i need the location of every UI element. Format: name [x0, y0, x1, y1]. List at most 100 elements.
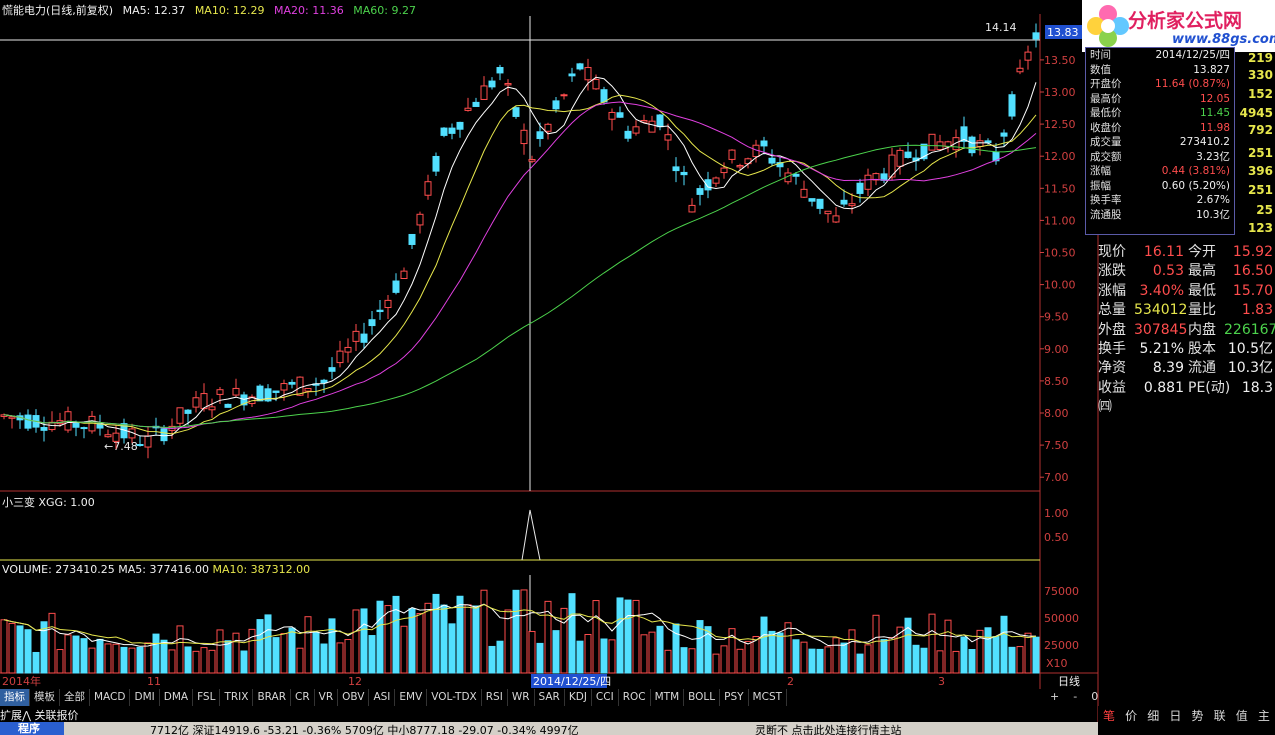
volume-bar	[400, 625, 408, 674]
info-key: 开盘价	[1090, 78, 1122, 90]
tab-boll[interactable]: BOLL	[684, 689, 721, 706]
start-button[interactable]: 程序	[0, 722, 64, 735]
tab-指标[interactable]: 指标	[0, 689, 30, 706]
taskbar: 7712亿 深证14919.6 -53.21 -0.36% 5709亿 中小87…	[0, 722, 1098, 735]
volume-bar	[296, 647, 304, 674]
tab-psy[interactable]: PSY	[720, 689, 749, 706]
candle-body	[856, 182, 864, 194]
volume-bar	[136, 646, 144, 674]
right-tab[interactable]: 联	[1213, 709, 1226, 723]
candle-body	[432, 155, 440, 172]
taskbar-news[interactable]: 灵断不 点击此处连接行情主站	[755, 724, 902, 735]
volume-bar	[712, 653, 720, 674]
quote-cell: 307845	[1134, 321, 1188, 338]
quote-row: 总量 534012 量比 1.83	[1098, 301, 1275, 320]
volume-bar	[736, 648, 744, 674]
volume-bar	[72, 635, 80, 674]
right-edge-number: 251	[1248, 146, 1273, 160]
info-row: 数值 13.827	[1086, 63, 1234, 78]
right-tab[interactable]: 势	[1191, 709, 1204, 723]
candle-body	[680, 171, 688, 176]
tab-rsi[interactable]: RSI	[482, 689, 508, 706]
right-tab[interactable]: 笔	[1103, 709, 1116, 723]
volume-bar	[824, 646, 832, 674]
volume-bar	[24, 629, 32, 674]
tab-obv[interactable]: OBV	[338, 689, 370, 706]
volume-bar	[64, 634, 72, 674]
volume-bar	[88, 647, 96, 674]
right-tab[interactable]: 日	[1169, 709, 1182, 723]
candle-body	[392, 280, 400, 293]
volume-bar	[96, 638, 104, 674]
tab-sar[interactable]: SAR	[535, 689, 565, 706]
volume-title: VOLUME: 273410.25	[2, 563, 115, 576]
volume-bar	[512, 589, 520, 674]
tab-kdj[interactable]: KDJ	[565, 689, 592, 706]
quote-cell: 涨跌	[1098, 263, 1126, 280]
tab-trix[interactable]: TRIX	[220, 689, 254, 706]
tab-add-button[interactable]: +	[1050, 690, 1060, 703]
candle-body	[592, 79, 600, 90]
tab-vol-tdx[interactable]: VOL-TDX	[427, 689, 482, 706]
tab-cci[interactable]: CCI	[592, 689, 619, 706]
crosshair-date-text: 2014/12/25/四	[533, 675, 611, 688]
tab-macd[interactable]: MACD	[90, 689, 131, 706]
quote-cell: 16.50	[1232, 263, 1273, 280]
tab-brar[interactable]: BRAR	[253, 689, 291, 706]
quote-cell: 3.40%	[1139, 282, 1184, 299]
right-tab[interactable]: 主	[1257, 709, 1270, 723]
volume-bar	[944, 619, 952, 674]
tab-emv[interactable]: EMV	[395, 689, 428, 706]
tab-mtm[interactable]: MTM	[651, 689, 685, 706]
volume-bar	[320, 643, 328, 674]
tab-roc[interactable]: ROC	[619, 689, 651, 706]
period-label[interactable]: 日线	[1058, 675, 1080, 688]
quote-cell: 内盘	[1188, 321, 1216, 338]
candle-body	[344, 346, 352, 353]
tab-dma[interactable]: DMA	[160, 689, 194, 706]
volume-bar	[688, 648, 696, 674]
tab-reset-button[interactable]: 0	[1091, 690, 1099, 703]
tab-cr[interactable]: CR	[291, 689, 315, 706]
volume-bar	[256, 619, 264, 674]
tab-wr[interactable]: WR	[508, 689, 535, 706]
quote-cell: 15.92	[1232, 244, 1273, 260]
bottom-left-links[interactable]: 扩展⋀ 关联报价	[0, 709, 79, 722]
quote-row: 外盘 307845 内盘 226167	[1098, 321, 1275, 340]
volume-bar	[200, 647, 208, 674]
right-tab[interactable]: 值	[1235, 709, 1248, 723]
tab-全部[interactable]: 全部	[60, 689, 90, 706]
tab-模板[interactable]: 模板	[30, 689, 60, 706]
tab-vr[interactable]: VR	[315, 689, 339, 706]
right-edge-number: 4945	[1240, 106, 1273, 120]
candle-body	[848, 203, 856, 207]
volume-bar	[440, 604, 448, 674]
candle-body	[24, 414, 32, 429]
volume-bar	[56, 649, 64, 674]
volume-bar	[208, 649, 216, 674]
info-value: 0.44 (3.81%)	[1161, 165, 1230, 177]
volume-bar	[48, 612, 56, 674]
volume-bar	[840, 642, 848, 674]
right-tab[interactable]: 价	[1125, 709, 1138, 723]
tab-asi[interactable]: ASI	[369, 689, 396, 706]
candle-body	[264, 388, 272, 402]
volume-bar	[336, 642, 344, 674]
candle-body	[112, 432, 120, 442]
tab-fsl[interactable]: FSL	[193, 689, 221, 706]
candle-body	[208, 406, 216, 411]
right-tab[interactable]: 细	[1147, 709, 1160, 723]
candle-body	[368, 319, 376, 327]
candle-body	[144, 435, 152, 448]
volume-ma10: MA10: 387312.00	[212, 563, 311, 576]
tab-mcst[interactable]: MCST	[749, 689, 788, 706]
candle-body	[688, 204, 696, 213]
volume-bar	[104, 643, 112, 674]
tab-remove-button[interactable]: -	[1073, 690, 1078, 703]
right-edge-number: 792	[1248, 123, 1273, 137]
volume-bar	[896, 626, 904, 674]
info-row: 成交额 3.23亿	[1086, 150, 1234, 165]
date-axis-label: 3	[938, 675, 945, 688]
tab-dmi[interactable]: DMI	[130, 689, 160, 706]
